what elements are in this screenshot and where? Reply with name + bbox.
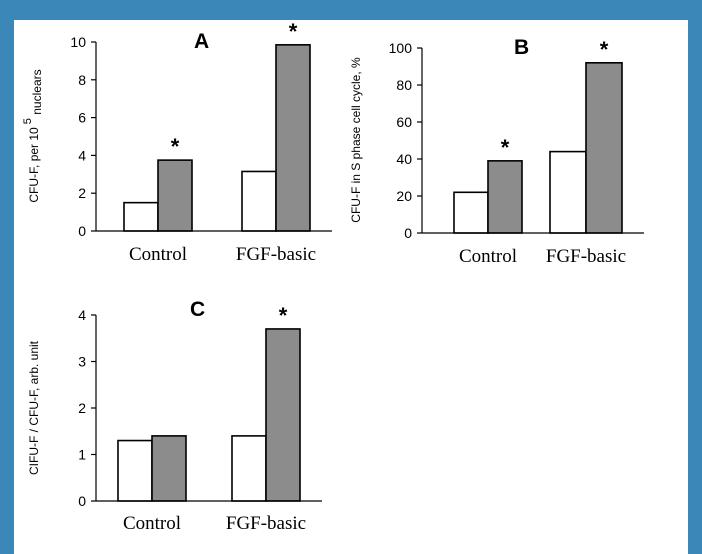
figure-panel: A * Control * FGF-basic 0 2 4 6 8 10 CFU-F, per 10 … xyxy=(14,20,688,554)
y-tick-label-c: 3 xyxy=(78,354,86,370)
y-axis-label-c: CIFU-F / CFU-F, arb. unit xyxy=(27,340,41,475)
category-label-b-0: Control xyxy=(459,246,517,267)
bar-a-control-s2 xyxy=(157,159,193,232)
y-tick-label-a: 0 xyxy=(78,223,86,239)
y-tick-label-b: 40 xyxy=(396,151,412,167)
significance-star-b-1: * xyxy=(600,37,609,62)
y-tick-label-a: 2 xyxy=(78,185,86,201)
panel-letter-a: A xyxy=(194,30,209,53)
y-tick-label-c: 1 xyxy=(78,447,86,463)
panel-letter-b: B xyxy=(514,36,529,59)
significance-star-a-0: * xyxy=(171,134,180,159)
y-tick-label-a: 4 xyxy=(78,147,86,163)
y-tick-label-c: 4 xyxy=(78,307,86,323)
bar-b-fgf-basic-s1 xyxy=(549,150,587,234)
bar-b-fgf-basic-s2 xyxy=(585,61,623,234)
y-tick-label-b: 20 xyxy=(396,188,412,204)
bar-a-control-s1 xyxy=(123,201,159,232)
significance-star-b-0: * xyxy=(501,135,510,160)
bar-c-fgf-basic-s2 xyxy=(265,328,301,502)
category-label-b-1: FGF-basic xyxy=(546,246,626,267)
bar-c-control-s2 xyxy=(151,435,187,502)
y-tick-label-b: 80 xyxy=(396,77,412,93)
y-tick-label-b: 100 xyxy=(389,40,413,56)
category-label-a-0: Control xyxy=(129,244,187,265)
bar-b-control-s2 xyxy=(487,160,523,234)
category-label-a-1: FGF-basic xyxy=(236,244,316,265)
panel-letter-c: C xyxy=(190,298,205,321)
category-label-c-1: FGF-basic xyxy=(226,513,306,534)
bar-a-fgf-basic-s1 xyxy=(241,170,277,232)
bar-c-fgf-basic-s1 xyxy=(231,435,267,502)
bar-a-fgf-basic-s2 xyxy=(275,44,311,232)
y-axis-label-a: CFU-F, per 10 5 nuclears xyxy=(22,69,44,202)
y-axis-label-b: CFU-F in S phase cell cycle, % xyxy=(349,57,363,223)
y-tick-label-b: 60 xyxy=(396,114,412,130)
y-tick-label-a: 6 xyxy=(78,110,86,126)
y-tick-label-c: 2 xyxy=(78,400,86,416)
category-label-c-0: Control xyxy=(123,513,181,534)
y-tick-label-c: 0 xyxy=(78,493,86,509)
y-tick-label-b: 0 xyxy=(404,225,412,241)
bar-b-control-s1 xyxy=(453,191,489,234)
significance-star-a-1: * xyxy=(289,20,298,44)
bar-c-control-s1 xyxy=(117,439,153,502)
y-tick-label-a: 8 xyxy=(78,72,86,88)
significance-star-c-1: * xyxy=(279,303,288,328)
y-tick-label-a: 10 xyxy=(70,34,86,50)
